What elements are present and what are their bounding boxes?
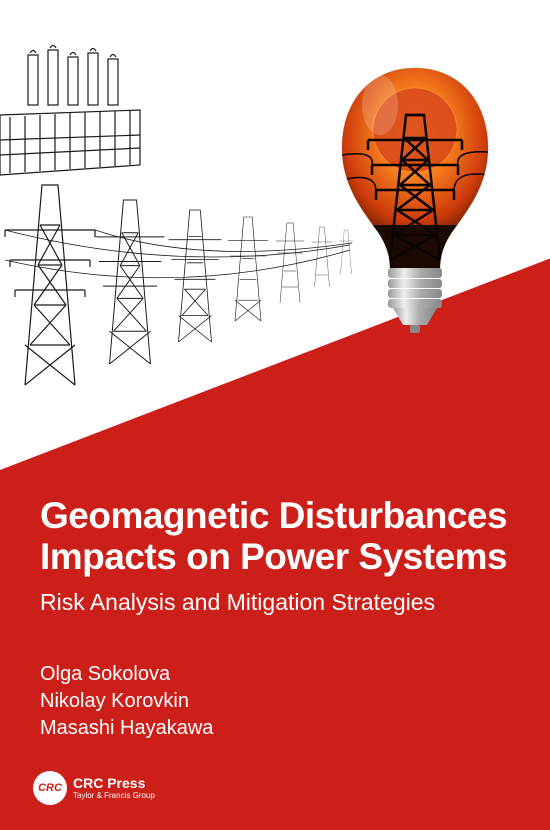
- publisher-text: CRC Press Taylor & Francis Group: [73, 776, 155, 801]
- publisher-name: CRC Press: [73, 776, 155, 790]
- book-title: Geomagnetic Disturbances Impacts on Powe…: [40, 495, 510, 578]
- title-block: Geomagnetic Disturbances Impacts on Powe…: [40, 495, 510, 618]
- author-1: Olga Sokolova: [40, 661, 213, 688]
- lightbulb-illustration: [330, 60, 500, 340]
- author-3: Masashi Hayakawa: [40, 715, 213, 742]
- crc-badge-icon: CRC: [33, 771, 67, 805]
- publisher-mark: CRC CRC Press Taylor & Francis Group: [33, 771, 155, 805]
- publisher-tagline: Taylor & Francis Group: [73, 791, 155, 801]
- book-subtitle: Risk Analysis and Mitigation Strategies: [40, 588, 510, 618]
- bulb-base-icon: [388, 268, 442, 333]
- book-cover: Geomagnetic Disturbances Impacts on Powe…: [0, 0, 550, 830]
- authors-block: Olga Sokolova Nikolay Korovkin Masashi H…: [40, 661, 213, 742]
- author-2: Nikolay Korovkin: [40, 688, 213, 715]
